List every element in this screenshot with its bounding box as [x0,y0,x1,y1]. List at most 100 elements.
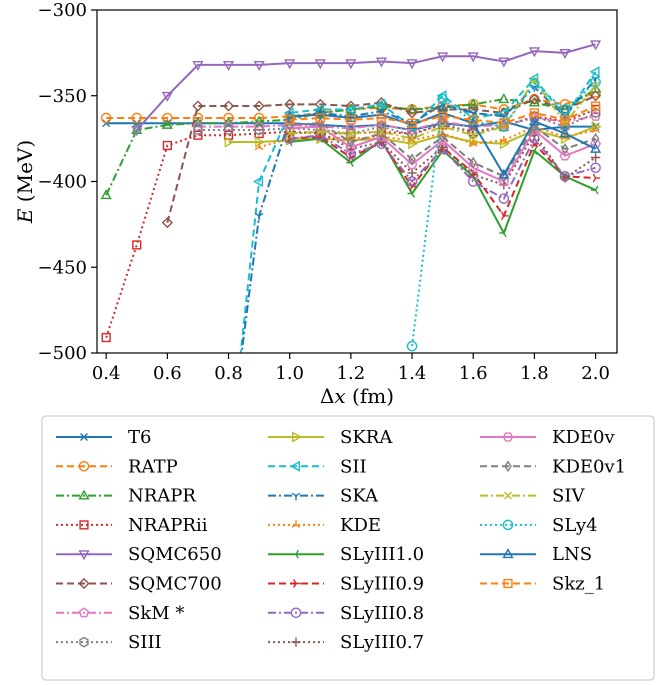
legend-entry-siv: SIV [480,486,585,507]
data-point-sqmc700 [437,103,449,116]
data-point-nrapr [161,118,173,129]
data-point-sqmc650 [222,60,235,71]
legend-entry-skz-1: Skz_1 [480,574,605,595]
legend-swatch-marker [291,549,299,559]
data-point-nrapr [222,117,235,128]
legend-label: KDE0v [552,427,615,448]
legend-label: NRAPRii [128,515,208,536]
data-point-siii [254,124,264,136]
data-point-skra [224,136,235,148]
series-line-sqmc700 [166,94,596,223]
series-line-kde0v1 [289,122,596,178]
legend: T6 RATP NRAPR NRAPRii SQMC650 SQMC700 SkM * SII… [41,415,655,681]
data-point-lns [345,112,357,122]
x-tick-label: 1.8 [520,363,549,384]
x-tick-label: 0.4 [92,363,121,384]
legend-swatch-marker [78,550,90,561]
legend-swatch-marker [293,579,301,588]
plot-area [100,40,602,353]
series-sqmc700 [161,90,602,229]
data-point-siv [377,127,386,136]
series-line-skm [197,115,596,132]
series-sqmc650 [131,40,602,137]
data-point-ratp [162,112,173,124]
data-point-sii [497,107,508,119]
legend-swatch-marker [79,636,89,648]
series-siv [285,76,600,143]
legend-label: SLyIII0.9 [340,574,424,595]
data-point-siv [285,129,294,138]
data-point-slyiii0-8 [590,162,601,174]
series-line-slyiii0-9 [289,135,596,218]
data-point-sly4 [406,340,418,352]
x-tick-label: 1.6 [459,363,488,384]
data-point-sii [344,103,355,116]
data-point-slyiii0-7 [407,168,417,178]
legend-entry-slyiii0-7: SLyIII0.7 [268,632,424,653]
data-point-siv [591,81,600,90]
data-point-slyiii1-0 [346,158,354,167]
legend-swatch-marker [289,460,300,472]
data-point-slyiii0-9 [500,211,509,221]
data-point-skz-1 [499,118,509,128]
data-point-slyiii1-0 [407,189,415,198]
data-point-siii [193,124,203,136]
y-tick-label: −300 [38,0,87,21]
data-point-skz-1 [285,115,295,125]
data-point-sqmc700 [161,217,173,229]
data-point-skz-1 [315,113,325,123]
data-point-sqmc650 [192,60,204,71]
legend-label: SIII [128,632,162,653]
legend-label: SLyIII1.0 [340,544,424,565]
legend-entry-sii: SII [268,456,367,477]
data-point-sqmc700 [589,90,602,102]
data-point-nraprii [132,240,142,250]
data-point-ska [254,212,264,221]
data-point-sqmc700 [192,100,204,112]
data-point-lns [559,127,571,138]
legend-entry-lns: LNS [480,544,592,565]
legend-entry-t6: T6 [56,427,151,448]
series-line-siii [197,111,596,137]
data-point-kde [254,142,264,151]
data-point-sqmc700 [528,93,541,105]
legend-entry-kde: KDE [268,515,381,536]
data-point-sii [283,107,294,119]
data-point-sqmc700 [284,98,296,110]
legend-entry-sly4: SLy4 [480,515,598,536]
data-point-nrapr [467,98,479,109]
legend-label: SII [340,456,367,477]
data-point-sly4 [590,76,601,88]
legend-label: SQMC700 [128,574,222,595]
data-point-lns [590,142,602,153]
data-point-slyiii0-8 [498,193,510,204]
legend-label: SQMC650 [128,544,222,565]
data-point-nraprii [193,130,203,140]
legend-swatch-marker [504,491,512,500]
y-axis-label: E (MeV) [13,140,37,224]
data-point-sqmc650 [467,52,479,63]
legend-label: NRAPR [128,486,196,507]
legend-entry-kde0v: KDE0v [480,427,615,448]
data-point-sqmc700 [222,100,235,112]
legend-swatch-marker [291,520,301,528]
data-point-skz-1 [468,115,478,125]
data-point-skz-1 [407,118,417,128]
legend-label: SLy4 [552,515,598,536]
legend-swatch-marker [504,460,512,473]
legend-entry-slyiii0-9: SLyIII0.9 [268,574,424,595]
data-point-nraprii [162,140,172,151]
data-point-skz-1 [529,108,540,118]
legend-label: SIV [552,486,585,507]
data-point-kde0v1 [561,143,569,155]
data-point-skz-1 [438,111,448,121]
x-tick-label: 1.0 [275,363,304,384]
x-tick-label: 0.8 [214,363,243,384]
data-point-sly4 [529,78,540,90]
data-point-siii [223,124,234,136]
legend-swatch-marker [502,519,514,531]
data-point-sqmc700 [406,107,418,119]
data-point-siv [469,131,478,140]
series-line-slyiii1-0 [289,137,596,236]
